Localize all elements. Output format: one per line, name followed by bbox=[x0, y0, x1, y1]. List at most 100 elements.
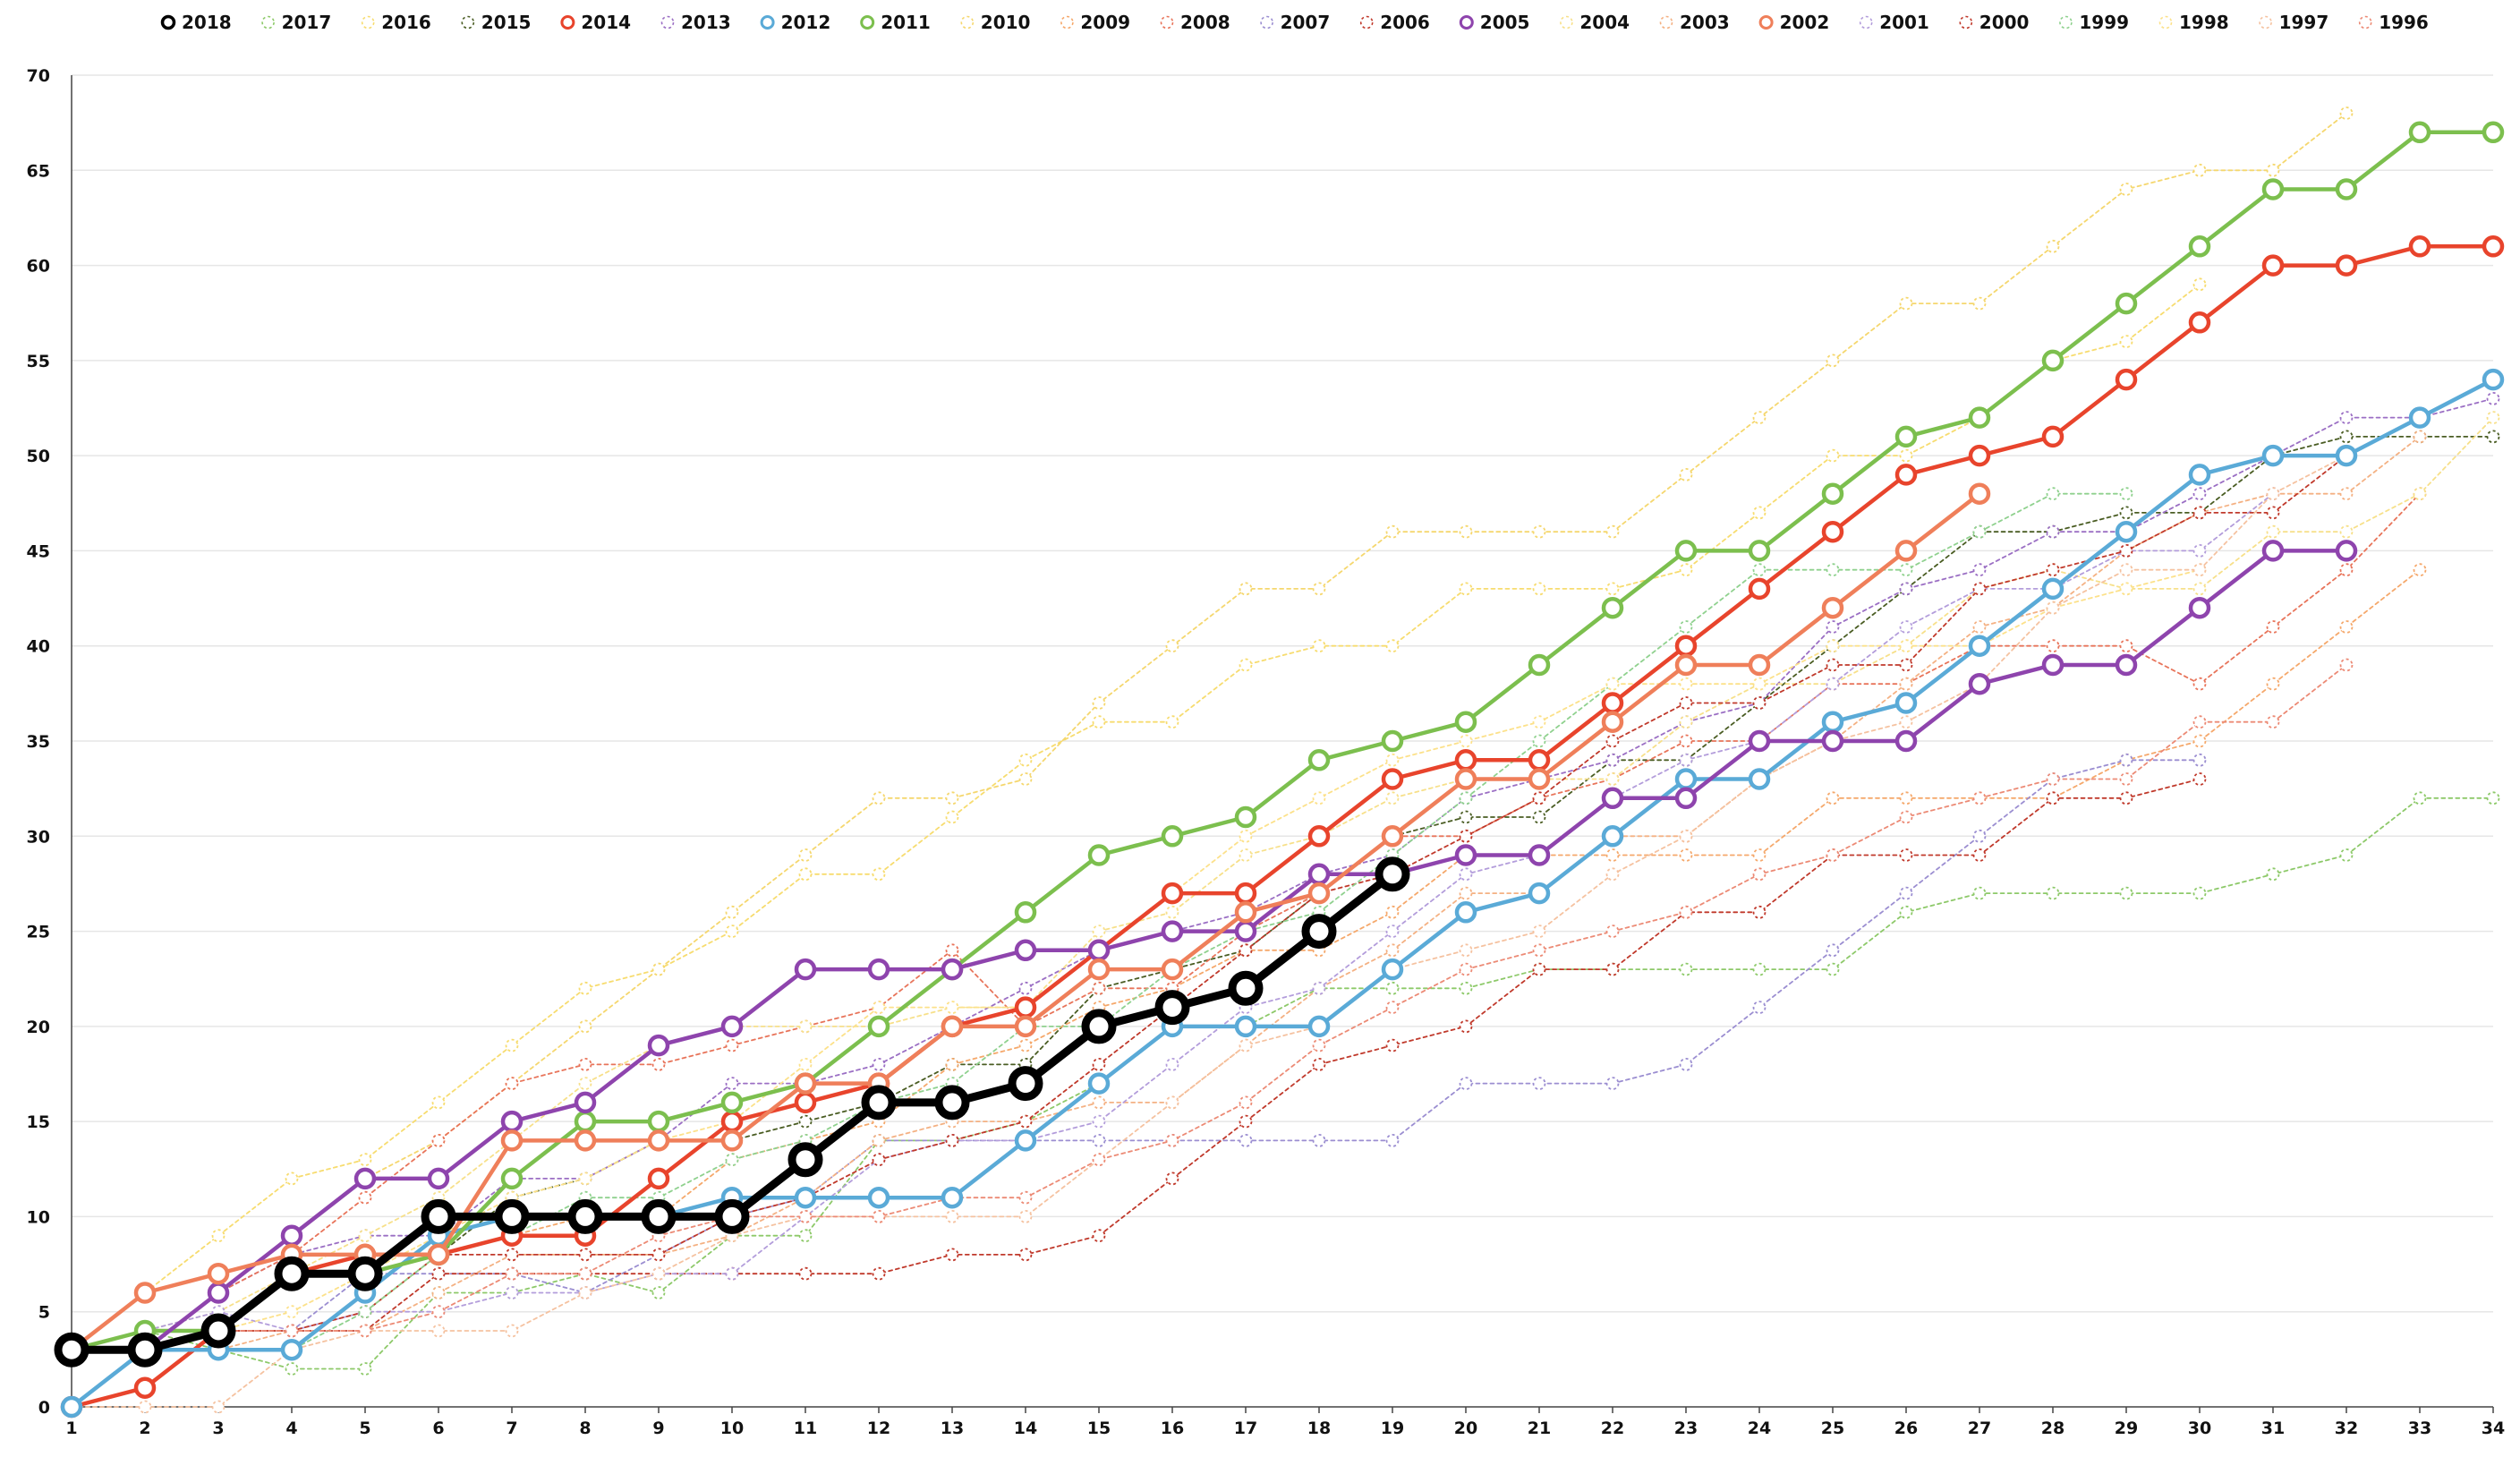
x-tick-label: 2 bbox=[139, 1419, 150, 1438]
data-point-2009-13 bbox=[945, 1058, 959, 1071]
data-point-2018-9 bbox=[641, 1198, 677, 1234]
data-point-2016-25 bbox=[1826, 448, 1840, 463]
data-point-2008-9 bbox=[651, 1058, 666, 1071]
data-point-2000-22 bbox=[1605, 734, 1620, 748]
data-point-2013-32 bbox=[2339, 411, 2354, 425]
data-point-1997-23 bbox=[1679, 829, 1693, 843]
data-point-2016-5 bbox=[358, 1153, 372, 1167]
data-point-2007-19 bbox=[1385, 1134, 1400, 1147]
series-2010 bbox=[64, 107, 2354, 1357]
legend-marker bbox=[2158, 15, 2173, 30]
data-point-2016-7 bbox=[505, 1038, 519, 1052]
x-tick-label: 34 bbox=[2482, 1419, 2505, 1438]
data-point-2006-13 bbox=[945, 1248, 959, 1262]
data-point-2007-23 bbox=[1679, 1058, 1693, 1071]
data-point-2011-16 bbox=[1161, 825, 1184, 848]
series-line-1996 bbox=[71, 664, 2347, 1351]
data-point-2004-32 bbox=[2339, 524, 2354, 539]
data-point-2017-34 bbox=[2486, 791, 2500, 805]
series-line-1997 bbox=[71, 455, 2347, 1408]
data-point-2013-22 bbox=[1605, 753, 1620, 767]
data-point-2000-27 bbox=[1972, 582, 1987, 596]
data-point-2017-23 bbox=[1679, 962, 1693, 976]
data-point-2002-27 bbox=[1968, 482, 1991, 505]
data-point-2007-22 bbox=[1605, 1077, 1620, 1090]
data-point-2014-27 bbox=[1968, 444, 1991, 467]
data-point-2016-30 bbox=[2192, 277, 2207, 292]
data-point-2018-6 bbox=[421, 1198, 456, 1234]
data-point-2010-22 bbox=[1605, 524, 1620, 539]
data-point-2000-28 bbox=[2046, 563, 2060, 577]
data-point-1997-6 bbox=[431, 1324, 446, 1338]
data-point-2012-33 bbox=[2408, 406, 2431, 429]
data-point-2016-20 bbox=[1459, 582, 1473, 596]
data-point-2003-12 bbox=[872, 1134, 886, 1147]
data-point-2007-27 bbox=[1972, 829, 1987, 843]
data-point-1998-22 bbox=[1605, 677, 1620, 691]
data-point-2010-16 bbox=[1165, 639, 1179, 653]
data-point-2011-34 bbox=[2482, 121, 2505, 144]
data-point-2014-26 bbox=[1894, 464, 1918, 486]
data-point-1996-6 bbox=[431, 1305, 446, 1319]
data-point-2000-9 bbox=[651, 1248, 666, 1262]
x-tick-label: 22 bbox=[1601, 1419, 1624, 1438]
data-point-2011-27 bbox=[1968, 406, 1991, 429]
data-point-2008-23 bbox=[1679, 734, 1693, 748]
legend-marker bbox=[1659, 15, 1673, 30]
data-point-2005-12 bbox=[867, 958, 890, 981]
x-tick-label: 26 bbox=[1894, 1419, 1918, 1438]
data-point-2006-17 bbox=[1239, 1114, 1253, 1129]
data-point-2010-27 bbox=[1972, 296, 1987, 311]
data-point-2003-27 bbox=[1972, 620, 1987, 634]
data-point-2014-29 bbox=[2115, 368, 2138, 391]
data-point-2002-18 bbox=[1307, 882, 1331, 905]
data-point-2018-18 bbox=[1301, 914, 1337, 950]
data-point-2014-18 bbox=[1307, 825, 1331, 848]
data-point-2002-10 bbox=[720, 1129, 744, 1152]
data-point-2007-15 bbox=[1092, 1134, 1106, 1147]
data-point-2014-19 bbox=[1381, 768, 1404, 790]
legend-item-2006: 2006 bbox=[1359, 12, 1430, 33]
data-point-2016-21 bbox=[1532, 582, 1546, 596]
legend-item-2011: 2011 bbox=[860, 12, 931, 33]
x-tick-label: 30 bbox=[2188, 1419, 2211, 1438]
data-point-2006-6 bbox=[431, 1266, 446, 1281]
data-point-2017-9 bbox=[651, 1286, 666, 1299]
data-point-1997-7 bbox=[505, 1324, 519, 1338]
x-tick-label: 3 bbox=[212, 1419, 224, 1438]
series-line-2014 bbox=[69, 244, 2496, 1410]
data-point-2005-9 bbox=[647, 1034, 670, 1057]
data-point-2004-22 bbox=[1605, 772, 1620, 786]
data-point-1999-20 bbox=[1459, 791, 1473, 805]
data-point-2011-18 bbox=[1307, 749, 1331, 771]
data-point-2000-7 bbox=[505, 1248, 519, 1262]
series-line-2006 bbox=[71, 778, 2201, 1408]
data-point-2010-10 bbox=[725, 905, 739, 919]
x-tick-label: 23 bbox=[1674, 1419, 1698, 1438]
data-point-1996-16 bbox=[1165, 1134, 1179, 1147]
data-point-1996-4 bbox=[285, 1324, 299, 1338]
y-tick-label: 30 bbox=[27, 827, 50, 847]
data-point-2011-26 bbox=[1894, 425, 1918, 448]
series-line-1998 bbox=[71, 568, 2201, 1408]
x-tick-label: 32 bbox=[2335, 1419, 2358, 1438]
series-line-2012 bbox=[69, 377, 2496, 1410]
data-point-2010-20 bbox=[1459, 524, 1473, 539]
x-tick-label: 9 bbox=[652, 1419, 664, 1438]
data-point-1996-24 bbox=[1752, 867, 1767, 882]
data-point-2011-25 bbox=[1821, 482, 1844, 505]
data-point-2001-30 bbox=[2192, 544, 2207, 558]
data-point-2010-9 bbox=[651, 962, 666, 976]
data-point-2002-3 bbox=[207, 1262, 230, 1285]
data-point-2000-23 bbox=[1679, 696, 1693, 710]
data-point-2012-34 bbox=[2482, 368, 2505, 391]
data-point-2008-15 bbox=[1092, 981, 1106, 995]
series-line-2000 bbox=[71, 455, 2347, 1351]
data-point-2005-22 bbox=[1601, 787, 1624, 810]
data-point-2002-2 bbox=[133, 1282, 157, 1304]
data-point-2001-15 bbox=[1092, 1114, 1106, 1129]
legend-item-2009: 2009 bbox=[1060, 12, 1130, 33]
data-point-2009-32 bbox=[2339, 620, 2354, 634]
data-point-2003-20 bbox=[1459, 886, 1473, 900]
legend-marker bbox=[1359, 15, 1374, 30]
